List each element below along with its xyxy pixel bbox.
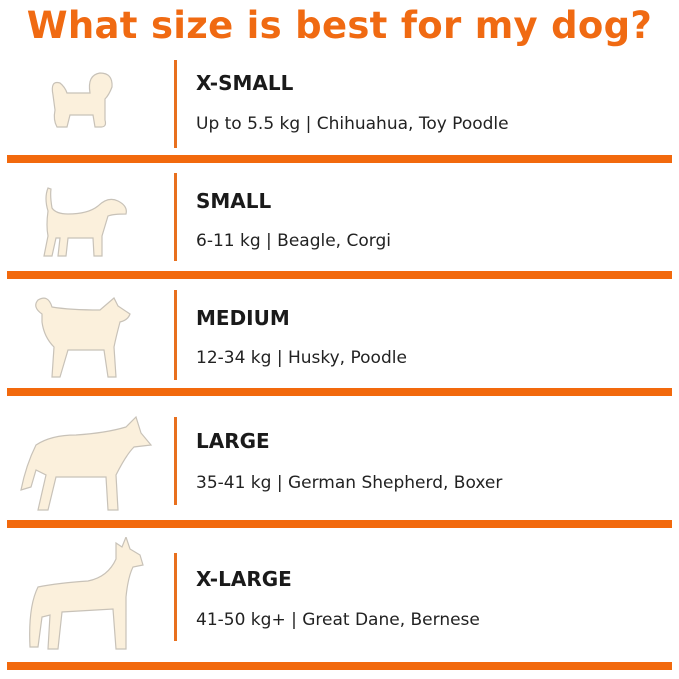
divider [174,290,177,380]
size-description-x-small: Up to 5.5 kg | Chihuahua, Toy Poodle [196,114,509,134]
separator-bar [7,520,672,528]
great-dane-icon [29,537,144,650]
size-description-medium: 12-34 kg | Husky, Poodle [196,348,407,368]
size-description-large: 35-41 kg | German Shepherd, Boxer [196,473,503,493]
size-label-large: LARGE [196,429,270,453]
size-label-medium: MEDIUM [196,306,290,330]
size-label-x-small: X-SMALL [196,71,294,95]
small-fluffy-dog-icon [51,72,113,128]
german-shepherd-icon [20,415,153,511]
husky-icon [35,297,131,378]
separator-bar [7,662,672,670]
separator-bar [7,388,672,396]
size-label-small: SMALL [196,189,272,213]
divider [174,173,177,261]
separator-bar [7,155,672,163]
size-label-x-large: X-LARGE [196,567,292,591]
divider [174,553,177,641]
separator-bar [7,271,672,279]
size-description-x-large: 41-50 kg+ | Great Dane, Bernese [196,610,480,630]
page-title: What size is best for my dog? [26,4,653,47]
size-description-small: 6-11 kg | Beagle, Corgi [196,231,391,251]
divider [174,417,177,505]
beagle-icon [43,187,127,257]
divider [174,60,177,148]
